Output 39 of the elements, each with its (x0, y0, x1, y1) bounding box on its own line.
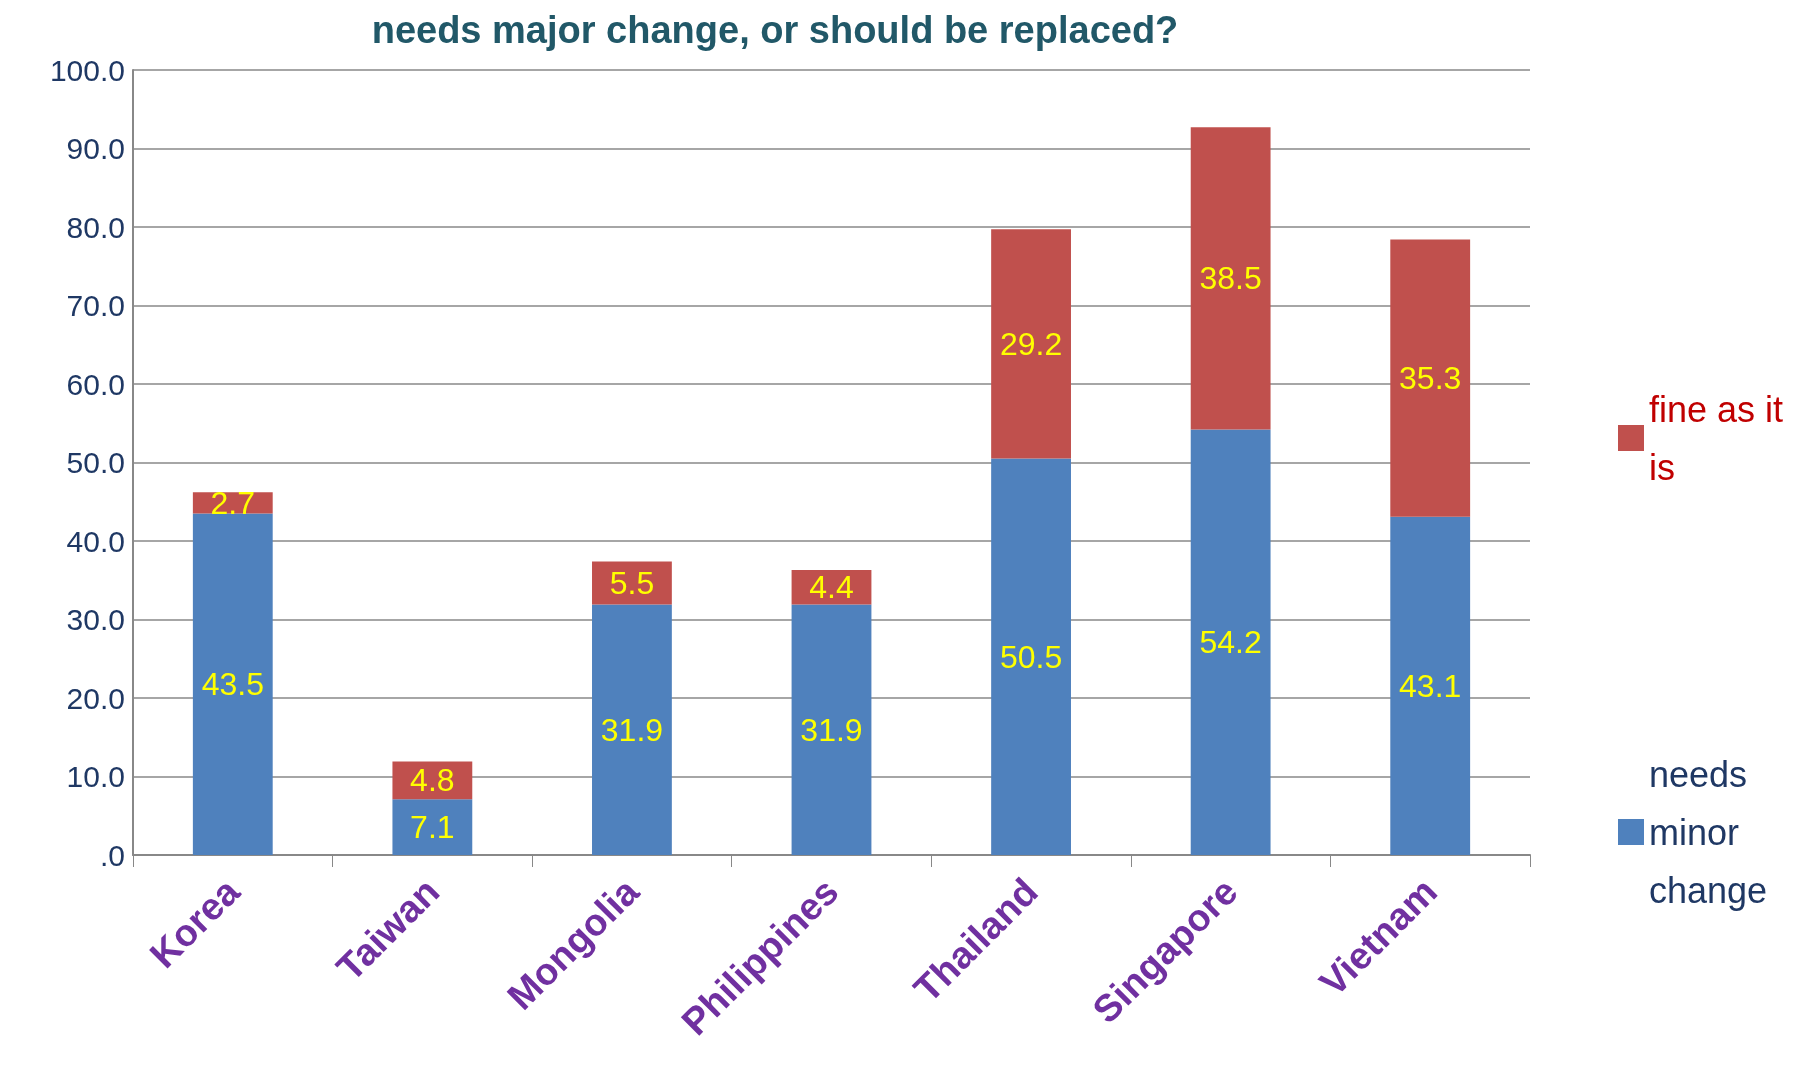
bar (791, 604, 872, 855)
y-tick-label: 20.0 (66, 681, 125, 715)
data-label: 7.1 (410, 809, 455, 846)
data-label: 38.5 (1199, 260, 1262, 297)
y-tick-label: 60.0 (66, 367, 125, 401)
y-tick-label: 40.0 (66, 524, 125, 558)
data-label: 4.8 (410, 762, 455, 799)
data-label: 4.4 (809, 569, 854, 606)
y-tick-label: 70.0 (66, 289, 125, 322)
legend-label: needs minor change (1649, 753, 1768, 911)
data-label: 31.9 (800, 711, 863, 748)
bar (392, 799, 473, 855)
chart-title: needs major change, or should be replaced? (371, 9, 1179, 51)
data-label: 2.7 (210, 484, 256, 521)
bar (592, 604, 672, 855)
y-tick-label: 80.0 (66, 210, 125, 244)
data-label: 5.5 (609, 565, 655, 601)
data-label: 35.3 (1399, 360, 1462, 397)
y-tick-label: 50.0 (66, 446, 125, 479)
data-label: 43.5 (201, 666, 264, 703)
y-tick-label: 100.0 (49, 53, 125, 87)
bar (1390, 239, 1471, 517)
bar (991, 458, 1071, 855)
y-tick-label: .0 (99, 838, 125, 872)
data-label: 54.2 (1199, 624, 1262, 661)
data-label: 29.2 (999, 325, 1063, 362)
bar (592, 561, 672, 605)
legend-label: fine as it is (1649, 388, 1794, 488)
data-label: 31.9 (600, 711, 664, 748)
data-label: 43.1 (1399, 667, 1462, 704)
bar (1190, 429, 1271, 855)
y-tick-label: 30.0 (66, 603, 125, 636)
bar (192, 513, 273, 855)
y-tick-label: 10.0 (66, 760, 125, 793)
bar (991, 229, 1071, 459)
bar (1390, 516, 1471, 855)
y-tick-label: 90.0 (66, 132, 125, 165)
bar (1190, 127, 1271, 430)
data-label: 50.5 (999, 638, 1063, 675)
